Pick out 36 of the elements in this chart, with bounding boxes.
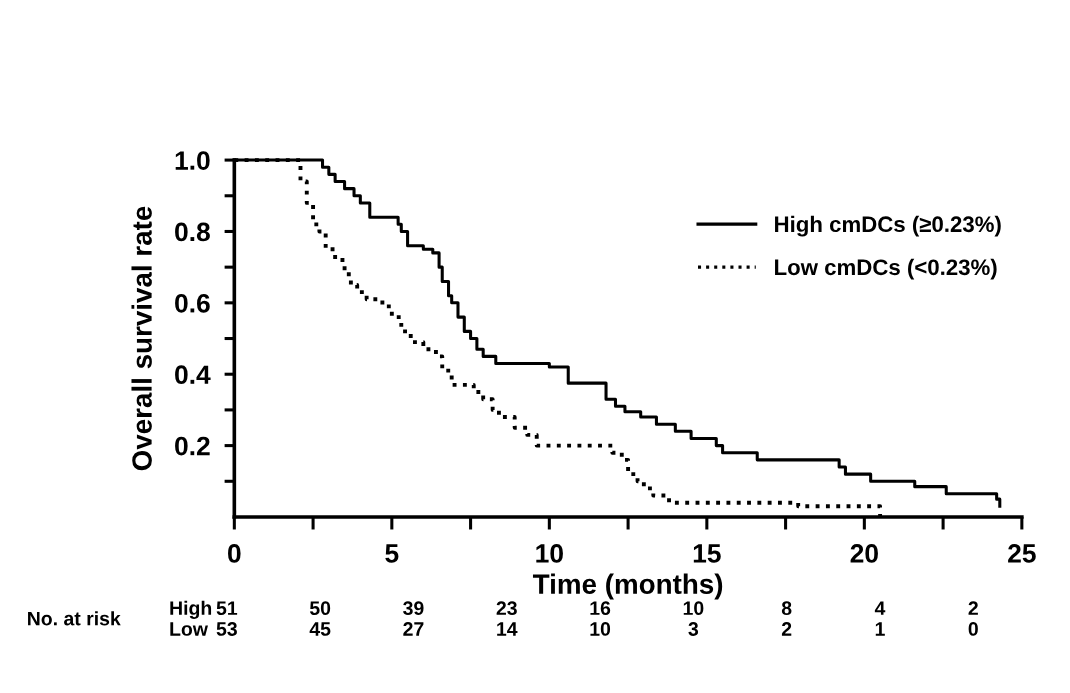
y-tick-label: 1.0 <box>175 151 210 170</box>
text: 45 <box>309 622 331 636</box>
x-tick-label: 10 <box>536 544 563 563</box>
text: 14 <box>497 622 518 636</box>
text: 0 <box>968 622 978 636</box>
text: Low <box>170 622 208 636</box>
text: No. at risk <box>28 611 121 626</box>
text: 2 <box>968 601 978 615</box>
text: High <box>170 600 212 619</box>
x-tick-label: 0 <box>228 544 241 563</box>
text: 8 <box>781 601 792 616</box>
text: 16 <box>590 601 611 616</box>
text: 23 <box>496 601 517 616</box>
text: 1 <box>875 622 885 636</box>
text: 53 <box>216 622 237 636</box>
x-tick-label: 15 <box>693 544 721 563</box>
text: 50 <box>309 601 331 616</box>
x-tick-label: 20 <box>850 544 878 563</box>
text: 39 <box>403 601 424 616</box>
text: 10 <box>590 622 611 636</box>
text: 2 <box>781 622 792 636</box>
legend-label: Low cmDCs (<0.23%) <box>775 258 997 280</box>
x-axis-title: Time (months) <box>532 573 723 600</box>
y-tick-label: 0.8 <box>175 222 210 242</box>
text: 4 <box>874 601 886 615</box>
text: 10 <box>683 601 704 616</box>
x-tick-label: 5 <box>385 544 399 563</box>
y-tick-label: 0.4 <box>175 365 211 385</box>
text: 3 <box>688 622 699 636</box>
text: 51 <box>216 601 238 616</box>
legend-label: High cmDCs (≥0.23%) <box>775 215 1001 237</box>
text: 27 <box>403 622 424 636</box>
y-tick-label: 0.6 <box>175 293 210 313</box>
x-tick-label: 25 <box>1008 544 1036 563</box>
y-axis-title: Overall survival rate <box>131 206 152 471</box>
y-tick-label: 0.2 <box>175 436 210 456</box>
